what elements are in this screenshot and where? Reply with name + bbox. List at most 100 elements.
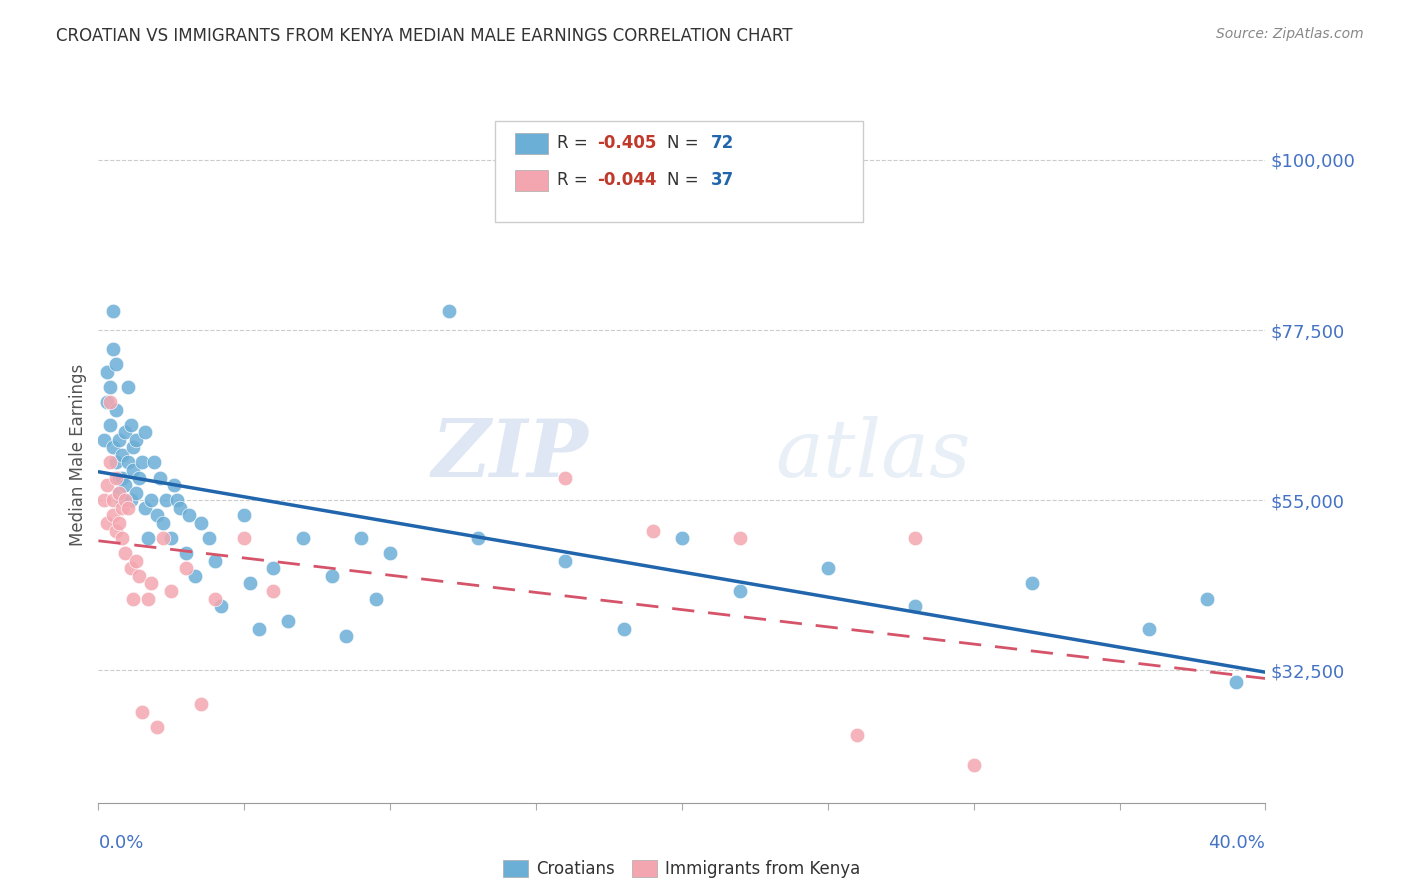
Point [96, 516, 118, 530]
Point [817, 561, 839, 575]
Point [120, 561, 142, 575]
Point [291, 531, 314, 545]
Point [128, 470, 150, 484]
Point [962, 758, 984, 772]
Point [122, 441, 145, 455]
Point [728, 531, 751, 545]
Point [96, 478, 118, 492]
Point [1225, 674, 1247, 689]
Point [728, 584, 751, 599]
Point [122, 463, 145, 477]
Point [111, 531, 134, 545]
Point [641, 524, 664, 538]
Point [93, 433, 115, 447]
Point [117, 380, 139, 394]
Point [155, 493, 177, 508]
Point [146, 720, 169, 734]
Point [169, 500, 191, 515]
Point [114, 425, 136, 440]
Point [437, 304, 460, 318]
Point [277, 615, 299, 629]
Point [101, 441, 124, 455]
Point [160, 531, 183, 545]
Point [321, 569, 343, 583]
Point [104, 357, 127, 371]
Point [335, 629, 357, 643]
Point [845, 728, 868, 742]
Point [1137, 622, 1160, 636]
Point [467, 531, 489, 545]
Point [111, 493, 134, 508]
Point [108, 485, 131, 500]
Point [152, 531, 174, 545]
Point [125, 433, 148, 447]
Point [160, 584, 183, 599]
Point [174, 546, 197, 560]
Point [101, 304, 124, 318]
Point [146, 508, 169, 523]
Point [612, 622, 634, 636]
Point [149, 470, 172, 484]
Point [104, 524, 127, 538]
Point [128, 569, 150, 583]
Point [247, 622, 270, 636]
Text: R =: R = [557, 134, 593, 153]
Text: -0.405: -0.405 [596, 134, 657, 153]
Point [139, 493, 162, 508]
Point [904, 531, 927, 545]
Point [239, 576, 262, 591]
Point [122, 591, 145, 606]
Point [152, 516, 174, 530]
Y-axis label: Median Male Earnings: Median Male Earnings [69, 364, 87, 546]
Point [1195, 591, 1218, 606]
Text: ZIP: ZIP [432, 417, 589, 493]
Point [104, 402, 127, 417]
Point [134, 500, 156, 515]
Point [364, 591, 387, 606]
Point [96, 365, 118, 379]
Text: N =: N = [666, 171, 703, 189]
Point [1021, 576, 1043, 591]
Text: CROATIAN VS IMMIGRANTS FROM KENYA MEDIAN MALE EARNINGS CORRELATION CHART: CROATIAN VS IMMIGRANTS FROM KENYA MEDIAN… [56, 27, 793, 45]
Point [108, 470, 131, 484]
Point [233, 531, 256, 545]
Point [233, 508, 256, 523]
Point [262, 561, 284, 575]
Point [111, 500, 134, 515]
Point [108, 485, 131, 500]
Point [101, 342, 124, 356]
Point [101, 493, 124, 508]
Point [96, 395, 118, 409]
Point [136, 591, 159, 606]
Point [350, 531, 373, 545]
Text: 72: 72 [711, 134, 734, 153]
Point [166, 493, 188, 508]
Point [125, 554, 148, 568]
Point [120, 417, 142, 432]
Point [209, 599, 232, 614]
Point [111, 470, 134, 484]
Point [554, 470, 576, 484]
FancyBboxPatch shape [495, 121, 863, 222]
Point [378, 546, 402, 560]
Point [117, 455, 139, 469]
Point [108, 516, 131, 530]
Point [98, 380, 121, 394]
Point [108, 433, 131, 447]
Point [163, 478, 186, 492]
Point [142, 455, 165, 469]
Point [904, 599, 927, 614]
Text: 37: 37 [711, 171, 734, 189]
Point [98, 417, 121, 432]
Point [136, 531, 159, 545]
Bar [515, 169, 548, 191]
Text: R =: R = [557, 171, 593, 189]
Point [131, 455, 153, 469]
Point [198, 531, 221, 545]
Point [190, 516, 212, 530]
Point [554, 554, 576, 568]
Point [104, 455, 127, 469]
Text: -0.044: -0.044 [596, 171, 657, 189]
Point [98, 395, 121, 409]
Text: 0.0%: 0.0% [98, 834, 143, 852]
